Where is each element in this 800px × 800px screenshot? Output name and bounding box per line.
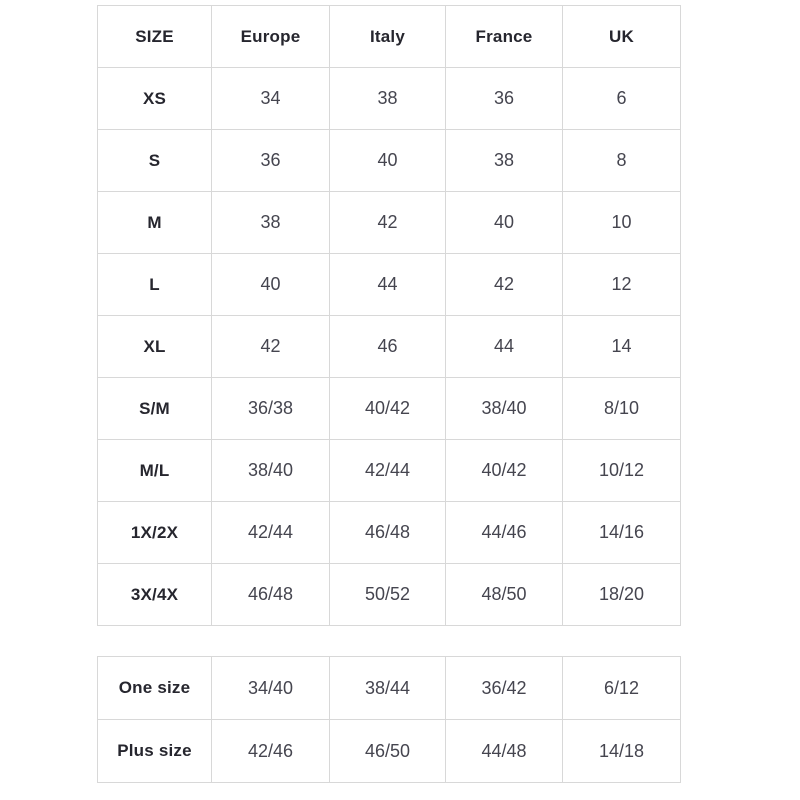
value-cell: 40 xyxy=(211,253,330,316)
header-cell-uk: UK xyxy=(562,5,681,68)
value-cell: 6/12 xyxy=(562,656,681,720)
value-cell: 42/44 xyxy=(211,501,330,564)
value-cell: 6 xyxy=(562,67,681,130)
table-row-xs: XS 34 38 36 6 xyxy=(97,67,681,130)
tables-container: SIZE Europe Italy France UK XS 34 38 36 … xyxy=(97,5,681,783)
value-cell: 42 xyxy=(211,315,330,378)
value-cell: 40/42 xyxy=(445,439,563,502)
row-label-cell: S xyxy=(97,129,212,192)
value-cell: 44/48 xyxy=(445,719,563,783)
value-cell: 44/46 xyxy=(445,501,563,564)
value-cell: 8 xyxy=(562,129,681,192)
row-label-cell: M/L xyxy=(97,439,212,502)
value-cell: 10/12 xyxy=(562,439,681,502)
value-cell: 8/10 xyxy=(562,377,681,440)
header-row: SIZE Europe Italy France UK xyxy=(97,5,681,68)
value-cell: 18/20 xyxy=(562,563,681,626)
table-row-l: L 40 44 42 12 xyxy=(97,253,681,316)
value-cell: 36 xyxy=(445,67,563,130)
special-sizes-table: One size 34/40 38/44 36/42 6/12 Plus siz… xyxy=(97,656,681,783)
row-label-cell: XS xyxy=(97,67,212,130)
table-row-m: M 38 42 40 10 xyxy=(97,191,681,254)
table-row-1x2x: 1X/2X 42/44 46/48 44/46 14/16 xyxy=(97,501,681,564)
row-label-cell: XL xyxy=(97,315,212,378)
value-cell: 50/52 xyxy=(329,563,446,626)
value-cell: 42/46 xyxy=(211,719,330,783)
value-cell: 42 xyxy=(445,253,563,316)
table-row-ml: M/L 38/40 42/44 40/42 10/12 xyxy=(97,439,681,502)
row-label-cell: M xyxy=(97,191,212,254)
value-cell: 38/40 xyxy=(211,439,330,502)
value-cell: 42 xyxy=(329,191,446,254)
value-cell: 14/16 xyxy=(562,501,681,564)
table-row-xl: XL 42 46 44 14 xyxy=(97,315,681,378)
table-row-sm: S/M 36/38 40/42 38/40 8/10 xyxy=(97,377,681,440)
row-label-cell: S/M xyxy=(97,377,212,440)
value-cell: 34/40 xyxy=(211,656,330,720)
table-row-one-size: One size 34/40 38/44 36/42 6/12 xyxy=(97,656,681,720)
value-cell: 46 xyxy=(329,315,446,378)
value-cell: 14/18 xyxy=(562,719,681,783)
table-row-plus-size: Plus size 42/46 46/50 44/48 14/18 xyxy=(97,719,681,783)
value-cell: 38/44 xyxy=(329,656,446,720)
row-label-cell: L xyxy=(97,253,212,316)
value-cell: 12 xyxy=(562,253,681,316)
header-cell-italy: Italy xyxy=(329,5,446,68)
value-cell: 36/42 xyxy=(445,656,563,720)
value-cell: 36/38 xyxy=(211,377,330,440)
value-cell: 38/40 xyxy=(445,377,563,440)
value-cell: 38 xyxy=(445,129,563,192)
value-cell: 44 xyxy=(329,253,446,316)
value-cell: 42/44 xyxy=(329,439,446,502)
value-cell: 46/48 xyxy=(211,563,330,626)
header-cell-france: France xyxy=(445,5,563,68)
value-cell: 46/48 xyxy=(329,501,446,564)
size-conversion-table: SIZE Europe Italy France UK XS 34 38 36 … xyxy=(97,5,681,626)
value-cell: 38 xyxy=(329,67,446,130)
value-cell: 40/42 xyxy=(329,377,446,440)
value-cell: 40 xyxy=(329,129,446,192)
row-label-cell: 3X/4X xyxy=(97,563,212,626)
header-cell-size: SIZE xyxy=(97,5,212,68)
row-label-cell: Plus size xyxy=(97,719,212,783)
value-cell: 46/50 xyxy=(329,719,446,783)
value-cell: 48/50 xyxy=(445,563,563,626)
row-label-cell: 1X/2X xyxy=(97,501,212,564)
value-cell: 36 xyxy=(211,129,330,192)
value-cell: 44 xyxy=(445,315,563,378)
header-cell-europe: Europe xyxy=(211,5,330,68)
value-cell: 38 xyxy=(211,191,330,254)
value-cell: 34 xyxy=(211,67,330,130)
value-cell: 10 xyxy=(562,191,681,254)
table-row-s: S 36 40 38 8 xyxy=(97,129,681,192)
value-cell: 14 xyxy=(562,315,681,378)
table-row-3x4x: 3X/4X 46/48 50/52 48/50 18/20 xyxy=(97,563,681,626)
value-cell: 40 xyxy=(445,191,563,254)
row-label-cell: One size xyxy=(97,656,212,720)
